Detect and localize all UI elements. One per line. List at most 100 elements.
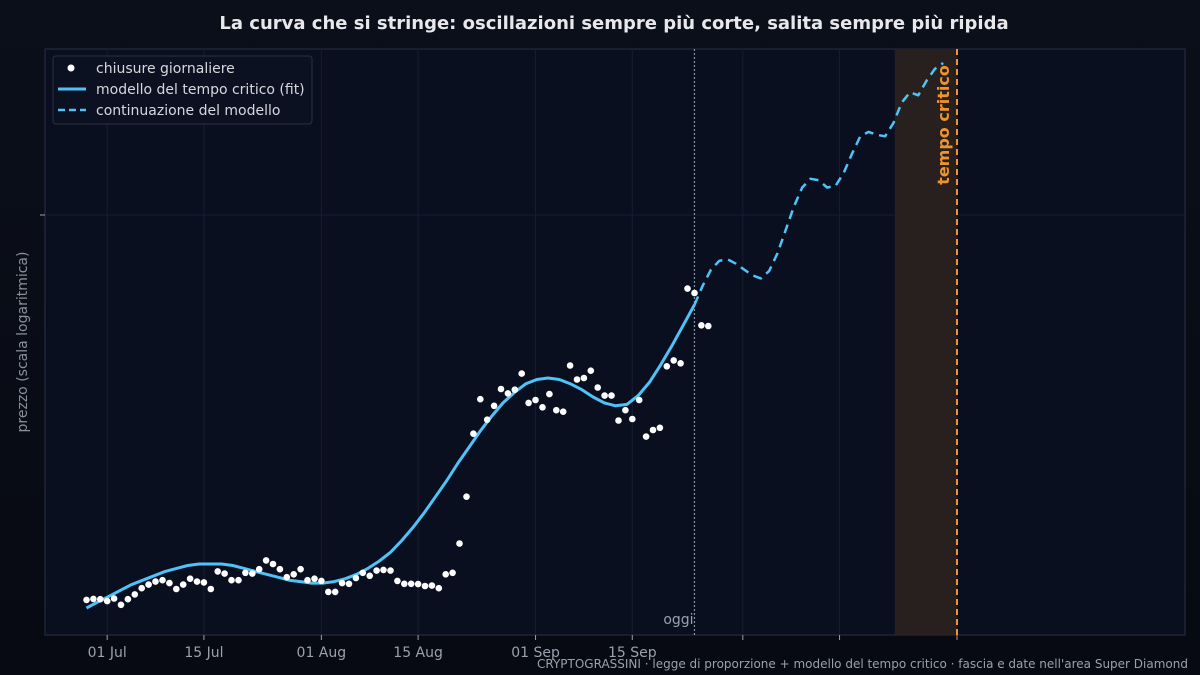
daily-close-point xyxy=(663,363,671,370)
plot-area xyxy=(44,48,1186,636)
daily-close-point xyxy=(325,588,332,596)
daily-close-point xyxy=(497,385,505,393)
y-axis-label: prezzo (scala logaritmica) xyxy=(15,252,31,433)
daily-close-point xyxy=(546,390,553,398)
daily-close-point xyxy=(283,573,291,581)
daily-close-point xyxy=(235,576,242,584)
daily-close-point xyxy=(269,560,277,568)
daily-close-point xyxy=(90,595,97,603)
daily-close-point xyxy=(622,406,629,414)
critical-band xyxy=(894,49,957,635)
legend-fit-label: modello del tempo critico (fit) xyxy=(96,82,305,98)
daily-close-point xyxy=(615,417,622,424)
daily-close-point xyxy=(539,404,546,411)
daily-close-point xyxy=(449,569,456,577)
daily-close-point xyxy=(580,374,588,382)
daily-close-point xyxy=(221,570,228,577)
daily-close-point xyxy=(407,580,415,588)
daily-close-point xyxy=(338,579,346,587)
fit-series-line xyxy=(85,303,696,610)
daily-close-point xyxy=(532,396,539,404)
daily-close-point xyxy=(594,384,601,391)
daily-close-point xyxy=(207,585,215,593)
daily-close-point xyxy=(331,588,339,596)
x-tick-label: 01 Jul xyxy=(88,645,127,661)
daily-close-point xyxy=(477,395,484,403)
legend: chiusure giornaliere modello del tempo c… xyxy=(52,55,313,125)
today-label: oggi xyxy=(663,612,693,628)
daily-close-point xyxy=(97,595,104,603)
legend-points-label: chiusure giornaliere xyxy=(96,61,235,77)
daily-close-point xyxy=(304,576,311,584)
daily-close-point xyxy=(124,595,132,603)
daily-close-point xyxy=(483,416,491,424)
daily-close-point xyxy=(573,376,581,383)
x-tick-label: 01 Aug xyxy=(297,645,347,661)
continuation-series-line xyxy=(693,61,944,306)
daily-close-point xyxy=(255,565,263,573)
daily-close-point xyxy=(566,362,574,369)
daily-close-point xyxy=(705,322,712,330)
daily-close-point xyxy=(649,426,657,434)
daily-closes-series xyxy=(83,285,712,609)
daily-close-point xyxy=(345,580,353,588)
daily-close-point xyxy=(677,360,684,367)
daily-close-point xyxy=(83,596,90,604)
daily-close-point xyxy=(186,575,194,582)
daily-close-point xyxy=(262,557,270,564)
daily-close-point xyxy=(635,396,643,404)
daily-close-point xyxy=(380,566,387,574)
daily-close-point xyxy=(463,493,470,501)
x-tick-label: 15 Sep xyxy=(608,645,657,661)
daily-close-point xyxy=(366,572,374,580)
daily-close-point xyxy=(159,576,166,584)
x-tick-label: 15 Jul xyxy=(184,645,223,661)
daily-close-point xyxy=(559,408,567,416)
daily-close-point xyxy=(428,582,436,589)
daily-close-point xyxy=(318,577,325,585)
x-axis: 01 Jul 15 Jul 01 Aug 15 Aug 01 Sep 15 Sep xyxy=(88,635,958,661)
chart-title: La curva che si stringe: oscillazioni se… xyxy=(219,13,1008,34)
daily-close-point xyxy=(442,571,450,578)
daily-close-point xyxy=(242,569,249,577)
daily-close-point xyxy=(421,582,429,590)
daily-close-point xyxy=(470,430,477,438)
x-tick-label: 15 Aug xyxy=(393,645,443,661)
daily-close-point xyxy=(511,386,519,394)
daily-close-point xyxy=(200,579,208,586)
daily-close-point xyxy=(228,576,235,584)
daily-close-point xyxy=(193,578,201,585)
daily-close-point xyxy=(525,399,532,407)
daily-close-point xyxy=(656,424,664,432)
daily-close-point xyxy=(414,580,422,588)
daily-close-point xyxy=(553,406,560,414)
daily-close-point xyxy=(131,591,139,598)
daily-close-point xyxy=(214,568,221,575)
legend-points-swatch xyxy=(67,64,75,72)
daily-close-point xyxy=(456,540,463,547)
daily-close-point xyxy=(518,370,525,377)
daily-close-point xyxy=(249,570,256,577)
daily-close-point xyxy=(387,567,394,574)
daily-close-point xyxy=(394,577,401,585)
daily-close-point xyxy=(629,415,636,423)
daily-close-point xyxy=(297,565,304,573)
daily-close-point xyxy=(179,581,187,588)
daily-close-point xyxy=(435,584,443,592)
daily-close-point xyxy=(110,595,118,602)
daily-close-point xyxy=(642,433,650,440)
daily-close-point xyxy=(608,392,615,399)
daily-close-point xyxy=(684,285,691,292)
daily-close-point xyxy=(117,601,125,609)
footer-credit: CRYPTOGRASSINI · legge di proporzione + … xyxy=(537,657,1188,671)
daily-close-point xyxy=(504,390,512,397)
daily-close-point xyxy=(601,392,608,399)
legend-continuation-label: continuazione del modello xyxy=(96,103,280,119)
daily-close-point xyxy=(166,579,173,587)
daily-close-point xyxy=(373,567,380,574)
daily-close-point xyxy=(698,322,705,329)
daily-close-point xyxy=(670,357,677,364)
critical-time-label: tempo critico xyxy=(934,65,953,185)
daily-close-point xyxy=(352,574,360,582)
